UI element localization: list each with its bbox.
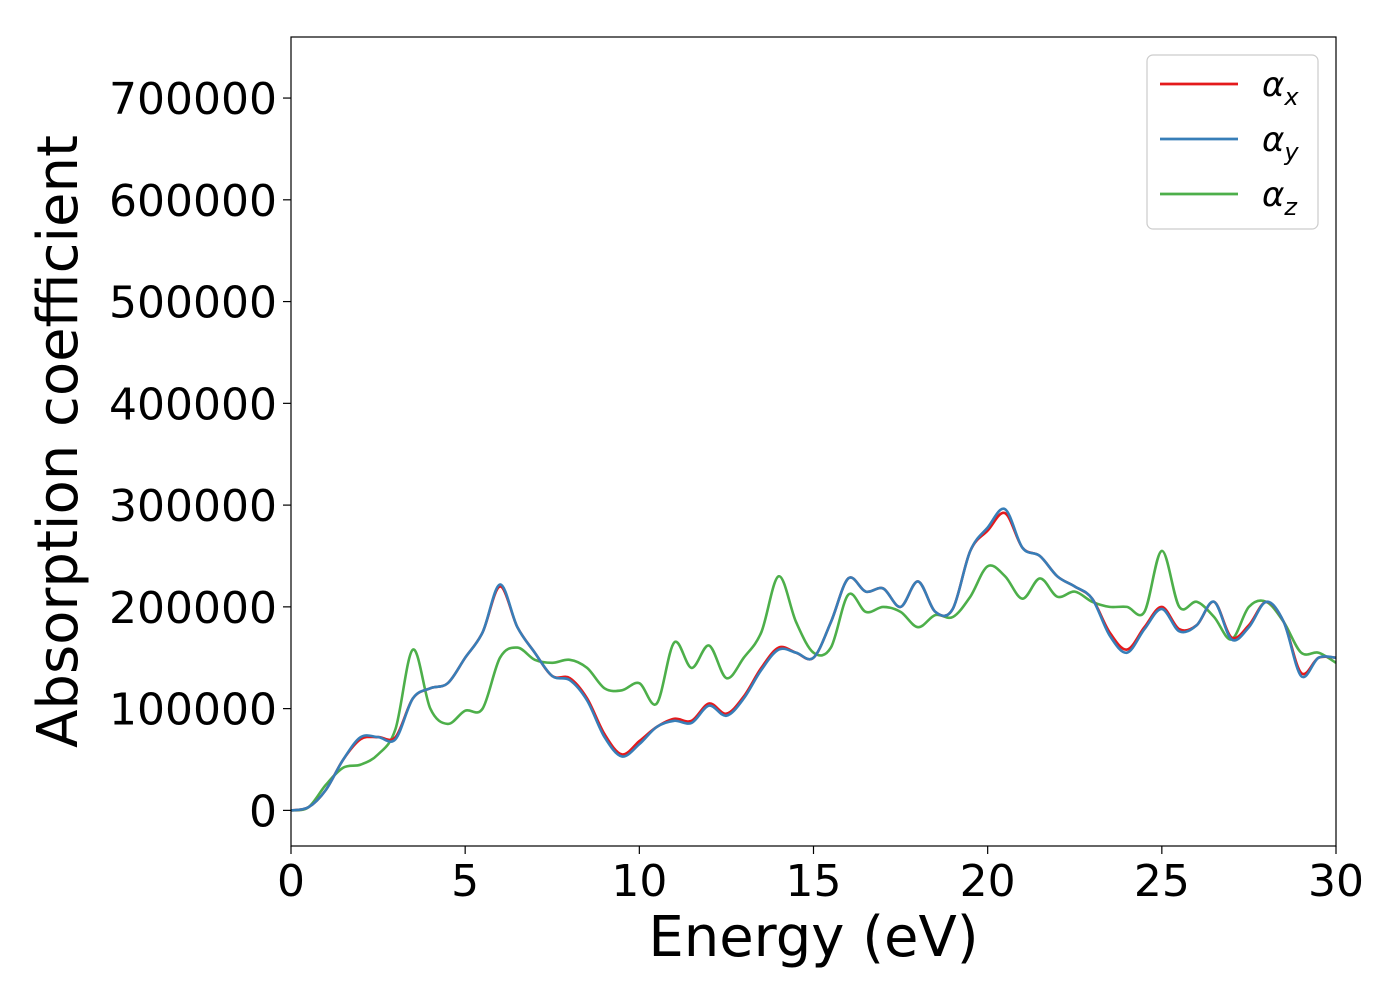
y-axis-ticks: 0 100000 200000 300000 400000 500000 600000 700… [109, 74, 291, 837]
y-tick-label: 500000 [109, 278, 277, 329]
x-tick-label: 20 [960, 856, 1016, 907]
x-tick-label: 0 [277, 856, 305, 907]
y-tick-label: 700000 [109, 74, 277, 125]
x-tick-label: 5 [451, 856, 479, 907]
x-axis-title: Energy (eV) [648, 905, 978, 970]
x-tick-label: 30 [1308, 856, 1364, 907]
y-axis-title: Absorption coefficient [26, 135, 91, 748]
legend-label-y: αy [1262, 120, 1299, 166]
y-tick-label: 400000 [109, 379, 277, 430]
y-tick-label: 200000 [109, 583, 277, 634]
legend-label-x: αx [1262, 65, 1299, 111]
legend: αx αy αz [1146, 54, 1319, 230]
y-tick-label: 600000 [109, 176, 277, 227]
series-layer [291, 507, 1336, 812]
y-tick-label: 100000 [109, 685, 277, 736]
x-tick-label: 15 [786, 856, 842, 907]
series-line-y [291, 507, 1336, 812]
legend-label-z: αz [1262, 175, 1298, 221]
x-axis-ticks: 0 5 10 15 20 25 30 [277, 846, 1364, 907]
legend-box [1146, 54, 1319, 230]
x-tick-label: 25 [1134, 856, 1190, 907]
x-tick-label: 10 [611, 856, 667, 907]
series-line-z [291, 549, 1336, 812]
y-tick-label: 300000 [109, 481, 277, 532]
y-tick-label: 0 [249, 786, 277, 837]
